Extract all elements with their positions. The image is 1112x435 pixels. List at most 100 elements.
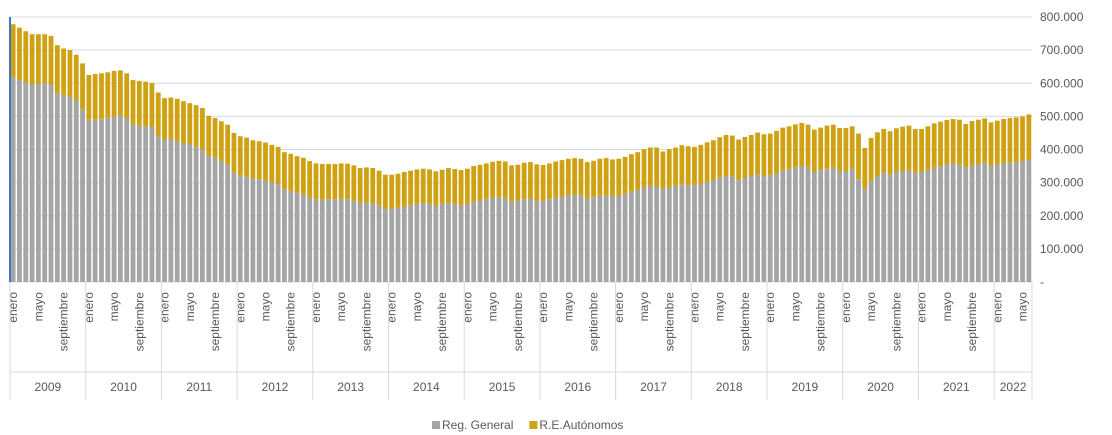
x-tick-label: enero <box>460 292 474 323</box>
bar-segment <box>483 199 489 282</box>
bar-segment <box>237 175 243 282</box>
bar-segment <box>616 195 622 282</box>
x-tick-label: mayo <box>486 292 500 322</box>
bar-segment <box>458 205 464 282</box>
bar-segment <box>206 115 212 157</box>
bar-segment <box>433 205 439 282</box>
bar-segment <box>433 171 439 206</box>
bar-segment <box>48 84 54 282</box>
bar-segment <box>408 205 413 282</box>
bar-segment <box>111 70 117 117</box>
bar-segment <box>250 178 256 282</box>
bar-segment <box>338 198 344 282</box>
bar-segment <box>862 189 868 282</box>
year-label: 2015 <box>489 380 516 394</box>
bar-segment <box>118 70 123 116</box>
bar-segment <box>856 133 861 180</box>
bar-segment <box>843 171 849 282</box>
bar-segment <box>29 84 35 282</box>
bar-segment <box>849 126 855 170</box>
bar-segment <box>900 126 906 172</box>
legend-label: Reg. General <box>442 418 513 432</box>
bar-segment <box>830 167 836 282</box>
bar-segment <box>212 118 218 158</box>
bar-segment <box>982 162 988 282</box>
bar-segment <box>464 203 470 282</box>
x-tick-label: septiembre <box>965 292 979 352</box>
x-tick-label: enero <box>612 292 626 323</box>
bar-segment <box>73 100 79 282</box>
bar-segment <box>351 200 357 282</box>
bar-segment <box>824 125 830 169</box>
bar-segment <box>73 54 79 101</box>
bar-segment <box>181 101 186 144</box>
bar-segment <box>957 164 962 282</box>
bar-segment <box>698 144 704 184</box>
year-label: 2011 <box>186 380 212 394</box>
bar-segment <box>647 147 653 186</box>
bar-segment <box>231 172 237 282</box>
bar-segment <box>111 116 117 282</box>
bar-segment <box>591 160 596 198</box>
bar-segment <box>950 119 956 164</box>
bar-segment <box>906 170 912 282</box>
x-tick-label: enero <box>158 292 172 323</box>
bar-segment <box>944 164 950 282</box>
x-tick-label: enero <box>233 292 247 323</box>
bar-segment <box>225 124 231 165</box>
bar-segment <box>464 168 470 204</box>
bar-segment <box>477 200 483 282</box>
bar-segment <box>326 199 331 282</box>
bar-segment <box>610 196 615 282</box>
bar-segment <box>300 157 306 195</box>
bar-segment <box>477 164 483 201</box>
bar-segment <box>181 143 186 282</box>
bar-segment <box>187 103 193 145</box>
bar-segment <box>692 146 697 186</box>
bar-segment <box>200 108 205 150</box>
x-tick-label: septiembre <box>284 292 298 352</box>
bar-segment <box>666 149 672 188</box>
bar-segment <box>471 201 477 282</box>
bar-segment <box>818 170 824 282</box>
bar-segment <box>1026 160 1032 282</box>
bar-segment <box>515 164 521 201</box>
bar-segment <box>711 179 716 282</box>
bar-segment <box>414 169 420 204</box>
bar-segment <box>881 128 887 173</box>
bar-segment <box>452 169 458 205</box>
bar-segment <box>824 168 830 282</box>
bar-segment <box>868 180 874 282</box>
bar-segment <box>193 146 199 282</box>
bar-segment <box>635 189 641 282</box>
bar-segment <box>105 117 111 282</box>
bar-segment <box>881 172 887 282</box>
bar-segment <box>780 127 786 171</box>
bar-segment <box>67 96 73 282</box>
x-tick-label: enero <box>536 292 550 323</box>
bar-segment <box>1020 116 1025 162</box>
bar-segment <box>282 152 287 190</box>
bar-segment <box>837 171 842 282</box>
bar-segment <box>957 119 962 165</box>
bar-segment <box>931 123 937 168</box>
bar-segment <box>546 163 552 200</box>
bar-segment <box>345 199 350 282</box>
bar-segment <box>244 137 249 177</box>
bar-segment <box>54 93 60 282</box>
x-tick-label: mayo <box>334 292 348 322</box>
bar-segment <box>925 126 931 171</box>
bar-segment <box>124 118 130 282</box>
x-tick-label: mayo <box>31 292 45 322</box>
bar-segment <box>17 79 22 282</box>
bar-segment <box>818 127 824 171</box>
bar-segment <box>692 185 697 282</box>
bar-segment <box>307 197 313 282</box>
bar-segment <box>376 205 382 282</box>
bar-segment <box>357 203 363 282</box>
bar-segment <box>80 63 85 110</box>
bar-segment <box>875 132 880 176</box>
bar-segment <box>313 199 319 282</box>
bar-segment <box>218 121 224 162</box>
bar-segment <box>565 158 571 196</box>
